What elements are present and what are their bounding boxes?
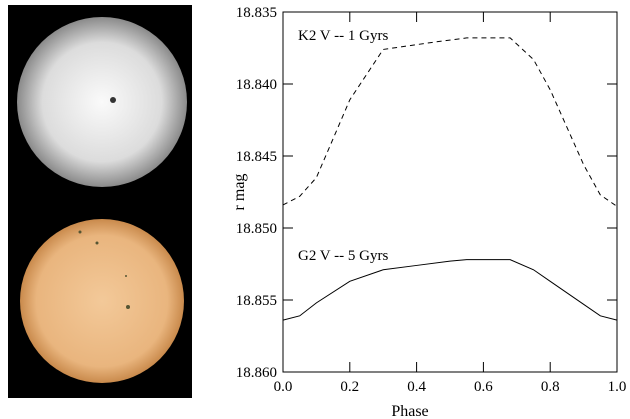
sunspot [95,241,99,245]
sun-image [20,219,184,383]
x-tick-label: 1.0 [608,379,627,395]
annotation: G2 V -- 5 Gyrs [298,248,388,264]
sunspot [126,305,130,309]
starspot [110,97,116,103]
x-tick-label: 0.8 [541,379,560,395]
gray-star [17,17,187,187]
y-axis-label: r mag [231,174,248,211]
x-tick-label: 0.0 [274,379,293,395]
y-tick-label: 18.835 [236,5,277,21]
sunspot [125,275,127,277]
y-tick-label: 18.845 [236,149,277,165]
x-tick-label: 0.4 [407,379,426,395]
annotation: K2 V -- 1 Gyrs [298,28,388,44]
series-line [282,259,618,321]
x-tick-label: 0.2 [340,379,359,395]
star-images [8,5,192,398]
y-tick-label: 18.860 [236,365,277,381]
sunspot [78,230,82,234]
plot: Phase r mag K2 V -- 1 Gyrs G2 V -- 5 Gyr… [231,11,618,419]
x-tick-label: 0.6 [474,379,493,395]
y-tick-label: 18.840 [236,77,277,93]
x-axis-label: Phase [391,403,428,419]
plot-frame [282,11,618,373]
series-line [282,37,618,207]
y-tick-label: 18.855 [236,293,277,309]
y-tick-label: 18.850 [236,221,277,237]
